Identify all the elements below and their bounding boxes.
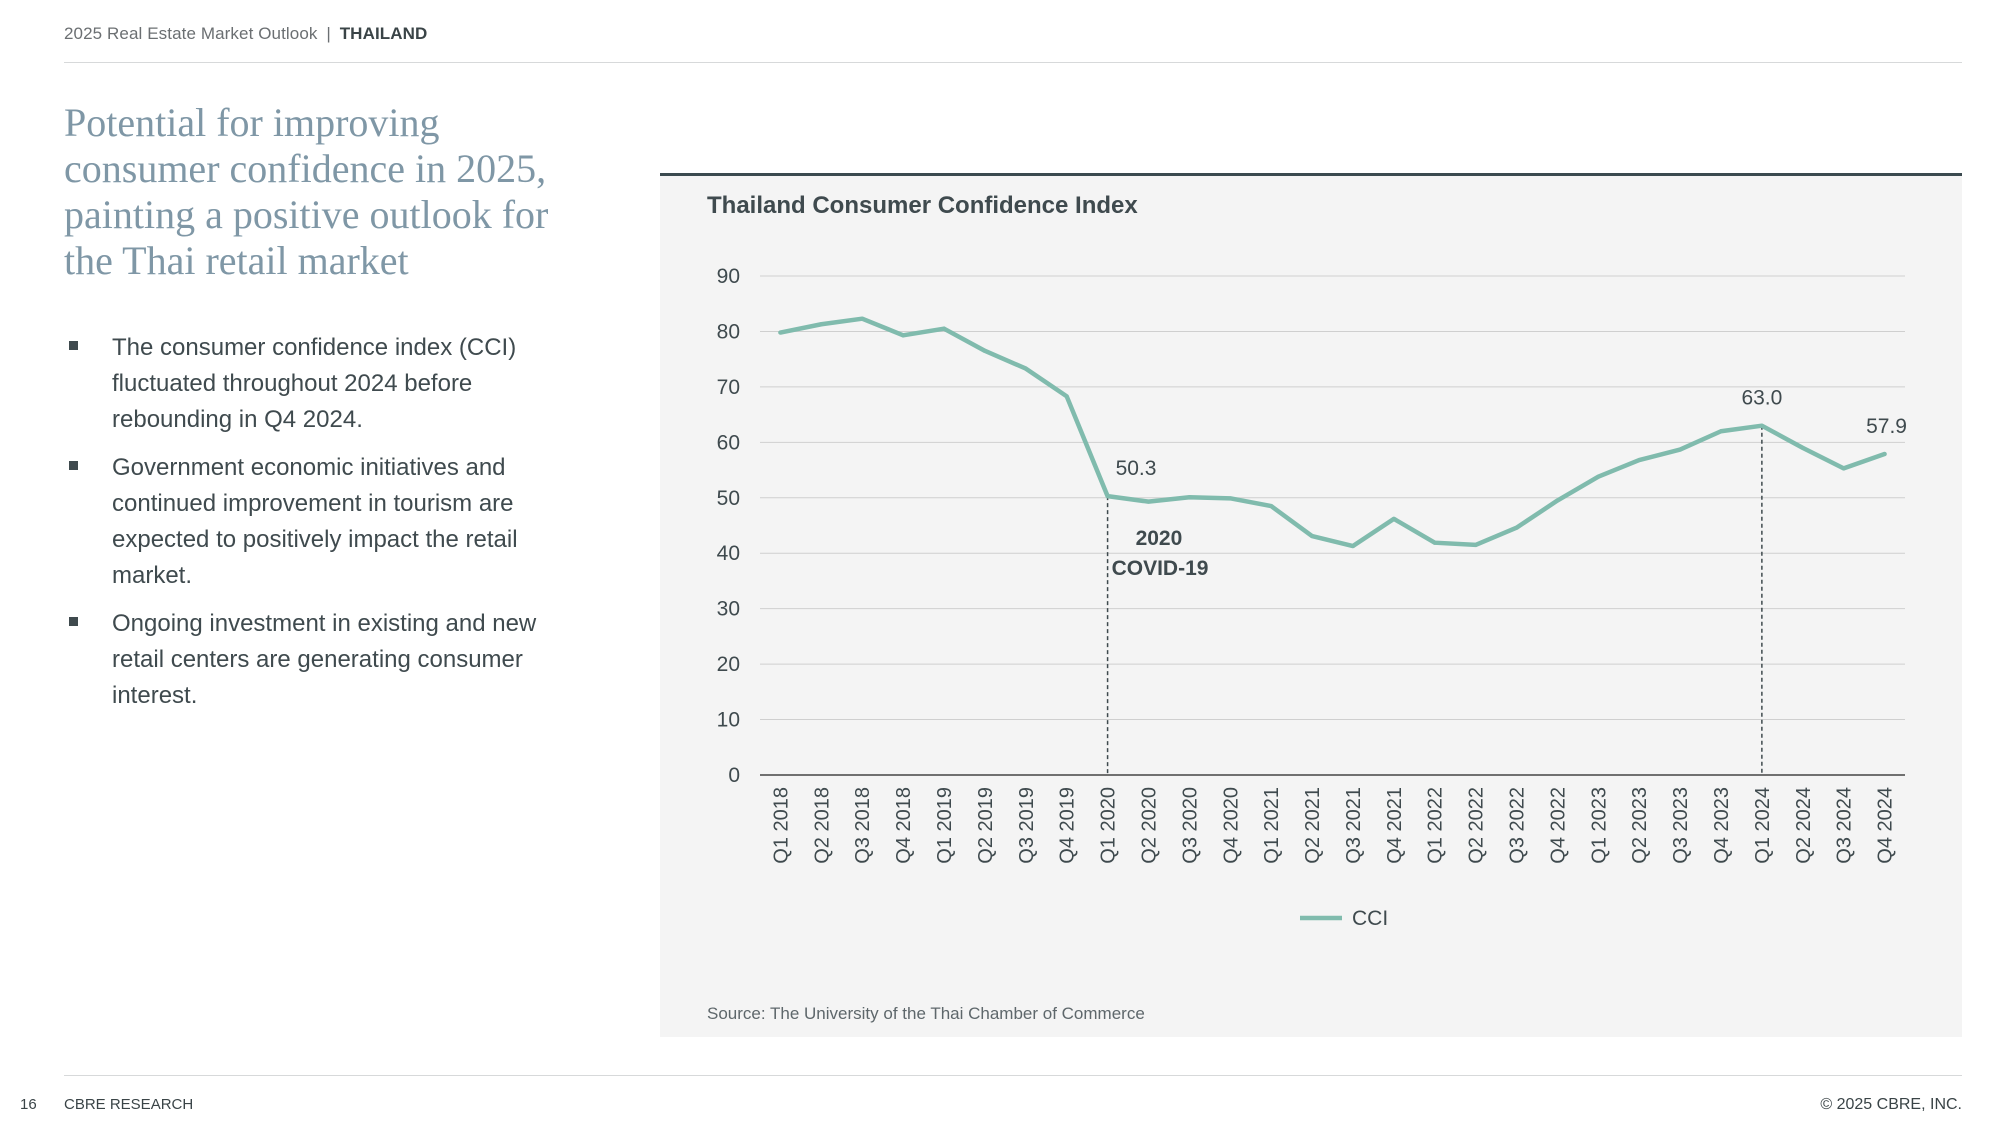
data-point [1432, 540, 1437, 545]
y-tick-label: 80 [717, 320, 740, 343]
bullet-item: Ongoing investment in existing and new r… [64, 606, 544, 714]
x-tick-label: Q2 2019 [975, 787, 997, 864]
bullet-square-icon [69, 341, 78, 350]
data-point [901, 333, 906, 338]
data-point [1105, 494, 1110, 499]
data-point [1678, 447, 1683, 452]
bullet-text: Government economic initiatives and cont… [112, 454, 518, 589]
y-tick-label: 50 [717, 487, 740, 510]
bullet-square-icon [69, 617, 78, 626]
data-point [1637, 458, 1642, 463]
x-tick-label: Q3 2024 [1834, 787, 1856, 864]
data-point [1841, 466, 1846, 471]
x-tick-label: Q3 2022 [1507, 787, 1529, 864]
legend-label: CCI [1352, 907, 1388, 930]
x-tick-label: Q2 2018 [811, 787, 833, 864]
bullet-text: Ongoing investment in existing and new r… [112, 610, 537, 709]
data-point [1473, 542, 1478, 547]
bullet-item: The consumer confidence index (CCI) fluc… [64, 330, 544, 438]
data-point [1269, 504, 1274, 509]
data-point [1759, 423, 1764, 428]
bullet-item: Government economic initiatives and cont… [64, 450, 544, 594]
y-tick-label: 90 [717, 265, 740, 288]
x-tick-label: Q4 2022 [1547, 787, 1569, 864]
data-point [1718, 429, 1723, 434]
page-number: 16 [20, 1096, 37, 1113]
x-tick-label: Q1 2019 [934, 787, 956, 864]
report-country: THAILAND [339, 24, 428, 43]
y-tick-label: 20 [717, 653, 740, 676]
header-separator: | [326, 24, 331, 43]
series-line-cci [778, 316, 1887, 549]
chart-source: Source: The University of the Thai Chamb… [707, 1004, 1145, 1023]
x-tick-label: Q2 2022 [1466, 787, 1488, 864]
x-tick-label: Q1 2020 [1098, 787, 1120, 864]
x-tick-label: Q1 2021 [1261, 787, 1283, 864]
x-tick-label: Q2 2020 [1138, 787, 1160, 864]
x-tick-label: Q3 2023 [1670, 787, 1692, 864]
x-tick-label: Q3 2019 [1016, 787, 1038, 864]
data-point [982, 348, 987, 353]
data-point [1350, 544, 1355, 549]
x-tick-label: Q1 2018 [770, 787, 792, 864]
x-tick-label: Q3 2021 [1343, 787, 1365, 864]
y-tick-label: 40 [717, 542, 740, 565]
y-tick-label: 60 [717, 431, 740, 454]
report-name: 2025 Real Estate Market Outlook [64, 24, 318, 43]
data-point [1391, 516, 1396, 521]
y-tick-label: 0 [728, 764, 740, 787]
chart-title: Thailand Consumer Confidence Index [707, 192, 1138, 219]
cci-line-chart: 0 10 20 30 40 50 60 70 80 90 Q1 2018 Q2 2018 Q3 2018… [717, 265, 1907, 930]
x-tick-label: Q4 2019 [1057, 787, 1079, 864]
x-tick-label: Q4 2024 [1875, 787, 1897, 864]
annotation-event-label: COVID-19 [1112, 557, 1209, 580]
data-label: 57.9 [1866, 415, 1907, 438]
footer-brand: CBRE RESEARCH [64, 1096, 194, 1113]
data-point [778, 330, 783, 335]
x-tick-label: Q4 2023 [1711, 787, 1733, 864]
x-tick-label: Q2 2023 [1629, 787, 1651, 864]
data-point [819, 322, 824, 327]
x-tick-label: Q2 2024 [1793, 787, 1815, 864]
x-tick-label: Q1 2022 [1425, 787, 1447, 864]
bullet-text: The consumer confidence index (CCI) fluc… [112, 334, 517, 433]
data-point [1882, 451, 1887, 456]
x-tick-label: Q3 2018 [852, 787, 874, 864]
data-point [1555, 498, 1560, 503]
data-point [1514, 525, 1519, 530]
header-divider [64, 62, 1962, 63]
y-tick-label: 10 [717, 709, 740, 732]
data-label: 63.0 [1741, 387, 1782, 410]
y-tick-label: 30 [717, 598, 740, 621]
report-header: 2025 Real Estate Market Outlook | THAILA… [64, 24, 1964, 44]
data-point [1187, 495, 1192, 500]
footer-divider [64, 1075, 1962, 1076]
x-tick-label: Q4 2018 [893, 787, 915, 864]
data-point [1596, 474, 1601, 479]
x-tick-label: Q1 2023 [1588, 787, 1610, 864]
data-point [1064, 394, 1069, 399]
bullet-list: The consumer confidence index (CCI) fluc… [64, 330, 544, 726]
data-point [942, 326, 947, 331]
annotation-year-label: 2020 [1136, 527, 1183, 550]
page-title: Potential for improving consumer confide… [64, 100, 549, 283]
data-point [1023, 366, 1028, 371]
data-point [1800, 445, 1805, 450]
x-tick-label: Q1 2024 [1752, 787, 1774, 864]
footer-copyright: © 2025 CBRE, INC. [1820, 1096, 1962, 1113]
bullet-square-icon [69, 461, 78, 470]
x-tick-label: Q4 2021 [1384, 787, 1406, 864]
data-point [1146, 499, 1151, 504]
x-tick-label: Q4 2020 [1220, 787, 1242, 864]
x-tick-label: Q2 2021 [1302, 787, 1324, 864]
data-point [1310, 534, 1315, 539]
data-point [1228, 496, 1233, 501]
data-label: 50.3 [1116, 457, 1157, 480]
chart-panel [660, 173, 1962, 1037]
data-point [860, 316, 865, 321]
y-tick-label: 70 [717, 376, 740, 399]
x-tick-label: Q3 2020 [1179, 787, 1201, 864]
